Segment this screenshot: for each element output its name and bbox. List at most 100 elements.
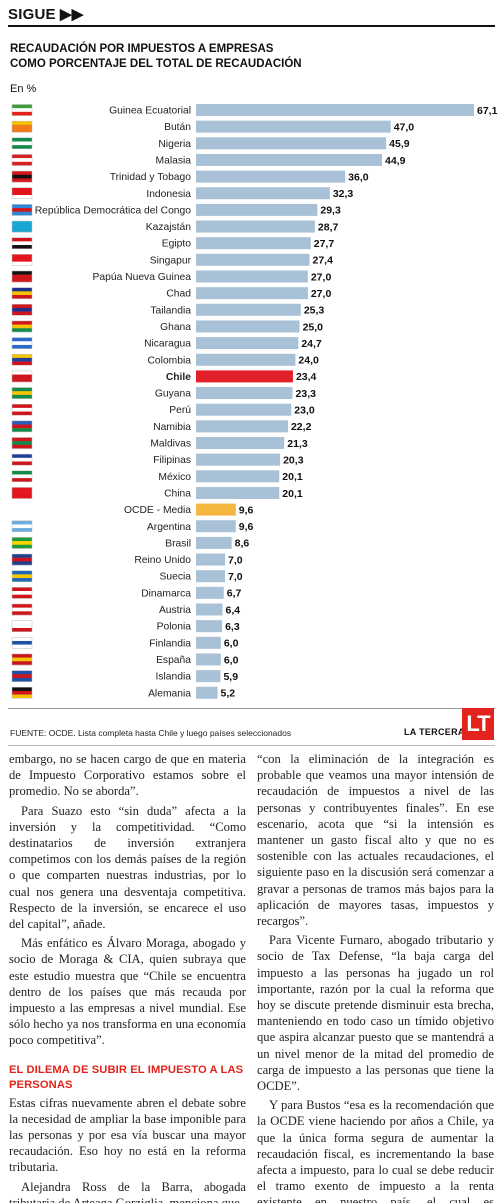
flag-stripe [12,174,32,179]
value-label: 9,6 [239,504,254,516]
flag-stripe [12,124,32,129]
article-subheading: EL DILEMA DE SUBIR EL IMPUESTO A LAS PER… [9,1063,244,1091]
category-label: España [156,655,191,666]
category-label: Islandia [156,672,192,683]
value-label: 36,0 [348,171,369,183]
category-label: Tailandia [150,305,191,316]
category-label: Kazajstán [146,222,191,233]
flag-stripe [12,111,32,116]
flag-icon [11,304,33,316]
flag-border [11,620,33,632]
flag-icon [11,287,33,299]
flag-stripe [12,378,32,383]
bar [196,237,311,250]
flag-stripe [12,391,32,396]
value-label: 9,6 [239,521,254,533]
category-label: Nigeria [158,139,191,150]
flag-stripe [12,294,32,299]
flag-icon [11,254,33,266]
bar [196,686,218,699]
bar [196,586,224,599]
bar [196,403,292,416]
flag-stripe [12,387,32,392]
flag-border [11,603,33,616]
value-label: 20,1 [282,488,303,500]
flag-stripe [12,457,32,462]
flag-icon [11,587,33,599]
flag-stripe [12,171,32,175]
flag-stripe [12,627,32,632]
category-label: Malasia [156,155,192,166]
flag-stripe [12,258,32,262]
bar [196,220,315,233]
flag-stripe [12,241,32,246]
flag-stripe [12,694,32,699]
flag-stripe [12,574,32,579]
flag-stripe [12,245,32,249]
flag-stripe [12,178,32,183]
category-label: China [164,488,191,499]
flag-stripe [12,491,32,495]
category-label: Alemania [148,688,191,699]
value-label: 44,9 [385,155,406,167]
bar [196,287,308,300]
sigue-label: SIGUE ▶▶ [8,6,84,23]
flag-icon [11,653,33,666]
bar [196,153,383,166]
flag-border [11,337,33,349]
value-label: 8,6 [235,538,250,550]
flag-stripe [12,208,32,212]
category-label: Colombia [148,355,192,366]
flag-stripe [12,528,32,532]
flag-stripe [12,261,32,266]
category-label: Finlandia [149,638,191,649]
flag-stripe [12,228,32,233]
flag-border [11,453,33,466]
flag-stripe [12,137,32,142]
flag-stripe [12,557,32,562]
flag-stripe [12,674,32,679]
category-label: Ghana [160,322,191,333]
flag-stripe [12,544,32,549]
article-paragraph: Alejandra Ross de la Barra, abogada trib… [9,1179,246,1203]
value-label: 21,3 [287,438,308,450]
flag-stripe [12,637,32,642]
footer-rule [8,708,495,709]
flag-stripe [12,104,32,109]
flag-icon [11,354,33,366]
flag-icon [11,403,33,416]
flag-border [11,154,33,166]
bar [196,503,236,516]
flag-stripe [12,428,32,433]
flag-stripe [12,361,32,366]
flag-icon [11,204,33,216]
flag-stripe [12,357,32,362]
flag-stripe [12,128,32,133]
bar [196,636,221,649]
category-label: Nicaragua [144,339,191,350]
flag-stripe [12,121,32,126]
value-label: 5,9 [223,671,238,683]
category-label: Polonia [157,622,192,633]
category-label: Maldivas [150,439,191,450]
flag-stripe [12,611,32,616]
flag-stripe [12,487,32,492]
flag-stripe [12,687,32,692]
flag-stripe [12,344,32,349]
value-label: 47,0 [394,121,415,133]
flag-stripe [12,108,32,113]
flag-border [11,387,33,399]
flag-stripe [12,291,32,296]
flag-stripe [12,271,32,275]
flag-stripe [12,441,32,446]
value-label: 32,3 [333,188,354,200]
flag-border [11,670,33,682]
flag-icon [11,520,33,532]
flag-border [11,370,33,383]
flag-stripe [12,191,32,196]
category-label: Indonesia [146,189,191,200]
chart-title-line-1: RECAUDACIÓN POR IMPUESTOS A EMPRESAS [10,43,274,55]
flag-border [11,270,33,283]
article-column-1: embargo, no se hacen cargo de que en mat… [9,751,246,1203]
category-label: Argentina [147,522,191,533]
